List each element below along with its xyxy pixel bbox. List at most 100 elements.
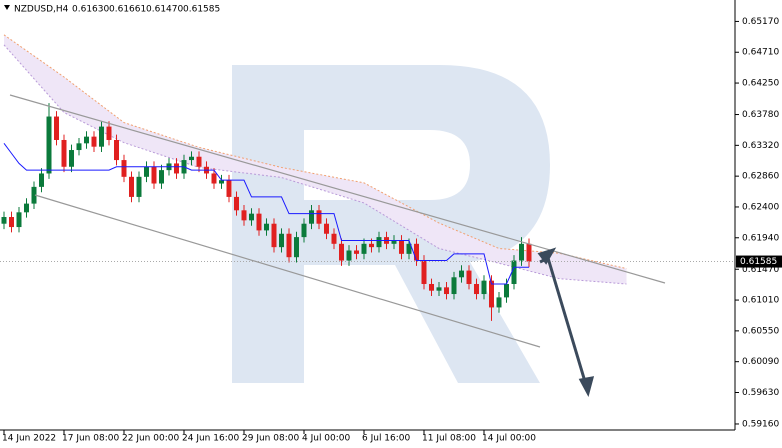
candle-body — [84, 136, 89, 144]
x-tick-label: 14 Jul 00:00 — [482, 434, 536, 444]
candle-body — [466, 270, 472, 284]
indicator-line — [3, 143, 529, 285]
candle-body — [159, 170, 164, 184]
candle-body — [324, 223, 329, 234]
candle-body — [511, 260, 517, 284]
y-tick-label: 0.59630 — [742, 388, 779, 398]
candle-body — [106, 126, 112, 140]
candle-body — [354, 250, 359, 254]
candle-body — [286, 233, 292, 258]
candle-body — [189, 156, 194, 161]
candle-body — [361, 243, 367, 254]
x-tick-label: 29 Jun 08:00 — [242, 434, 299, 444]
candle-body — [234, 196, 239, 211]
candle-body — [504, 283, 509, 298]
candle-body — [451, 277, 457, 295]
menu-arrow[interactable] — [4, 5, 10, 10]
y-tick-label: 0.63780 — [742, 110, 779, 120]
candle-body — [406, 243, 412, 254]
candle-body — [399, 240, 404, 254]
candle-body — [144, 166, 149, 177]
candle-body — [294, 237, 299, 258]
candle-body — [151, 166, 157, 184]
y-tick-label: 0.64710 — [742, 48, 779, 58]
y-tick-label: 0.63320 — [742, 141, 779, 151]
candle-body — [526, 243, 532, 262]
header-open: 0.61630 — [72, 5, 109, 15]
forecast-arrow — [537, 247, 595, 398]
candle-body — [136, 176, 142, 197]
candle-body — [279, 233, 284, 248]
y-tick-label: 0.60550 — [742, 326, 779, 336]
x-tick-label: 11 Jul 08:00 — [422, 434, 476, 444]
candle-body — [489, 280, 494, 308]
candle-body — [99, 126, 104, 147]
symbol: NZDUSD,H4 — [14, 5, 69, 15]
last-price-label: 0.61585 — [740, 257, 777, 267]
candle-body — [61, 139, 67, 167]
candle-body — [91, 136, 97, 147]
candle-body — [76, 143, 82, 151]
header-low: 0.61470 — [146, 5, 183, 15]
candle-body — [1, 217, 7, 224]
y-tick-label: 0.62860 — [742, 172, 779, 182]
candle-body — [496, 297, 502, 308]
candle-body — [31, 186, 37, 204]
y-tick-label: 0.64250 — [742, 79, 779, 89]
candle-body — [114, 139, 119, 161]
x-tick-label: 22 Jun 00:00 — [122, 434, 179, 444]
candle-body — [339, 243, 344, 261]
candle-body — [301, 223, 307, 238]
y-tick-label: 0.62400 — [742, 202, 779, 212]
candle-body — [174, 163, 179, 174]
candle-body — [54, 116, 59, 140]
y-tick-label: 0.60090 — [742, 357, 779, 367]
x-tick-label: 14 Jun 2022 — [2, 434, 56, 444]
candle-body — [46, 116, 52, 174]
candle-body — [129, 176, 134, 197]
candle-body — [256, 213, 262, 231]
y-tick-label: 0.61940 — [742, 233, 779, 243]
candle-body — [391, 240, 397, 244]
plot-area — [0, 34, 735, 321]
x-tick-label: 17 Jun 08:00 — [62, 434, 119, 444]
candle-body — [309, 210, 314, 224]
candle-body — [474, 283, 479, 295]
channel-upper — [9, 94, 666, 284]
header-close: 0.61585 — [183, 5, 220, 15]
x-tick-label: 24 Jun 16:00 — [182, 434, 239, 444]
candle-body — [331, 233, 337, 244]
cloud-area — [4, 34, 627, 284]
candle-body — [39, 173, 44, 187]
candle-body — [459, 270, 464, 278]
candle-body — [376, 237, 382, 248]
candle-body — [519, 243, 524, 261]
y-tick-label: 0.61470 — [742, 265, 779, 275]
channel-lower — [34, 194, 541, 348]
candle-body — [429, 283, 434, 291]
y-tick-label: 0.61010 — [742, 296, 779, 306]
last-price-box — [736, 255, 782, 268]
candle-body — [249, 213, 254, 221]
candle-body — [69, 150, 74, 167]
candle-body — [24, 203, 29, 213]
candle-body — [436, 287, 442, 291]
candle-body — [271, 223, 277, 248]
candle-body — [9, 217, 14, 228]
candle-body — [264, 223, 269, 231]
x-tick-label: 4 Jul 00:00 — [302, 434, 351, 444]
candle-body — [16, 212, 22, 228]
x-tick-label: 6 Jul 16:00 — [362, 434, 411, 444]
analysis-drawings — [9, 94, 666, 348]
y-tick-label: 0.59160 — [742, 419, 779, 429]
candle-body — [211, 173, 217, 184]
y-tick-label: 0.65170 — [742, 17, 779, 27]
candle-body — [444, 287, 449, 295]
candle-body — [421, 260, 427, 284]
candle-body — [481, 280, 487, 295]
candle-body — [226, 180, 232, 197]
header-high: 0.61661 — [109, 5, 146, 15]
candle-body — [414, 243, 419, 261]
candle-body — [316, 210, 322, 224]
